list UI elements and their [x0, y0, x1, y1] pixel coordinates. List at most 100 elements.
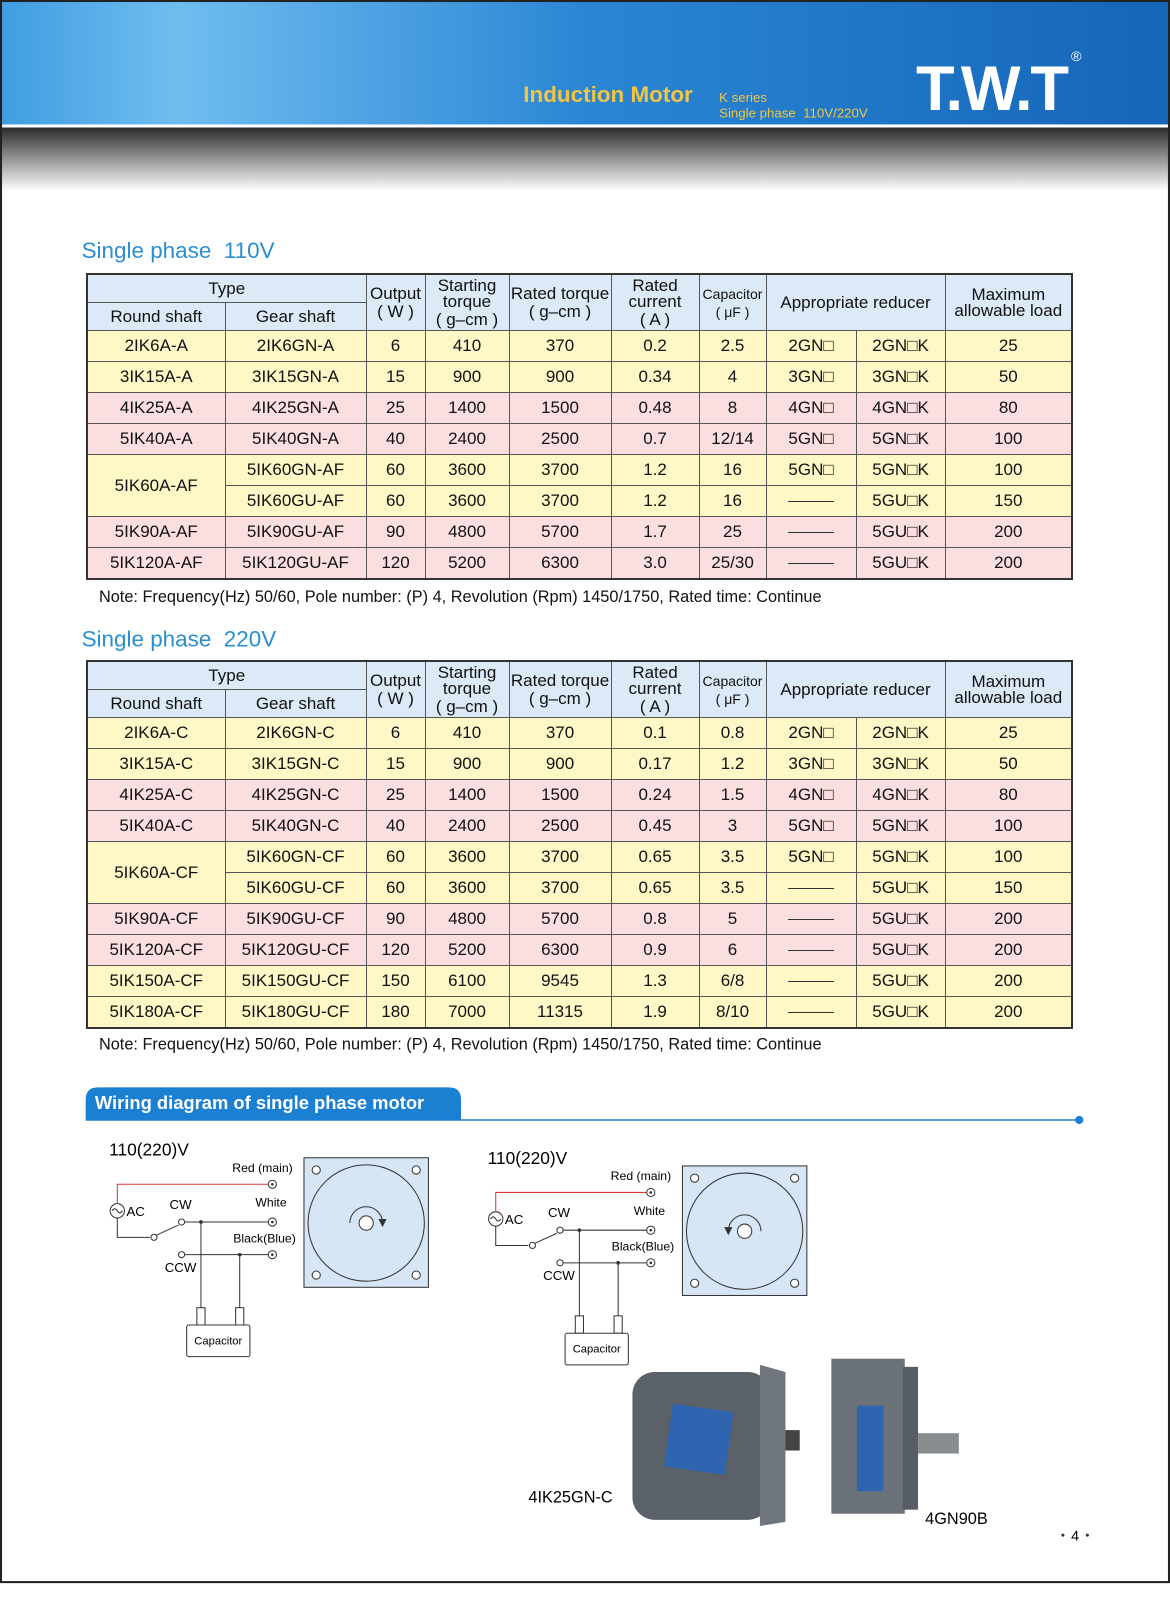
header-cell: Maximum allowable load — [944, 273, 1073, 331]
data-cell: 200 — [944, 516, 1073, 548]
diagram-label: Capacitor — [194, 1335, 242, 1347]
data-cell: 3GN□ — [765, 361, 857, 393]
dash — [788, 532, 835, 534]
data-cell: 5GU□K — [855, 547, 946, 580]
arrow-head — [378, 1218, 387, 1228]
junction — [199, 1220, 203, 1224]
data-cell: 15 — [365, 361, 426, 393]
section-title: Single phase 110V — [82, 238, 275, 263]
capacitor — [564, 1332, 629, 1366]
data-cell: 3700 — [508, 841, 612, 873]
header-cell: Rated current( A ) — [610, 660, 700, 718]
data-cell: 8/10 — [698, 996, 767, 1029]
data-row: 5IK60GU-AF 60 3600 3700 1.2 16 5GU□K 150 — [87, 485, 1073, 517]
rotation-arrow — [727, 1214, 762, 1232]
data-cell: 9545 — [508, 965, 612, 997]
data-cell: 3IK15GN-A — [224, 361, 367, 393]
data-cell: 200 — [944, 934, 1073, 966]
data-cell: 3IK15A-A — [86, 361, 226, 393]
data-cell: 100 — [944, 423, 1073, 455]
data-cell: 6300 — [508, 547, 612, 580]
data-cell: 5GU□K — [855, 965, 946, 997]
photo-label: 4IK25GN-C — [528, 1489, 613, 1507]
mount-hole — [411, 1270, 421, 1280]
header-row: Type Output( W ) Starting torque( g–cm ) Ra… — [86, 273, 1073, 331]
data-cell: 3.0 — [610, 547, 700, 580]
data-cell: 5IK150GU-CF — [224, 965, 367, 997]
data-cell: 200 — [944, 996, 1073, 1029]
data-cell: 3GN□ — [765, 748, 857, 780]
data-cell: 2400 — [424, 810, 510, 842]
data-cell: 12/14 — [698, 423, 767, 455]
logo: T.W.T — [916, 54, 1069, 124]
data-row: 4IK25A-C 4IK25GN-C 25 1400 1500 0.24 1.5 4GN□ 4G… — [86, 779, 1073, 811]
data-cell: 0.2 — [610, 330, 700, 362]
diagram-label: CCW — [165, 1260, 197, 1275]
data-cell: 2GN□ — [765, 330, 857, 362]
motor-shaft — [358, 1215, 374, 1231]
diagram-label: Red (main) — [232, 1161, 293, 1175]
data-cell: 15 — [365, 748, 426, 780]
data-row: 5IK40A-C 5IK40GN-C 40 2400 2500 0.45 3 5GN□ 5GN□… — [86, 810, 1073, 842]
data-cell: 5GU□K — [855, 872, 946, 904]
header-unit: ( g–cm ) — [435, 696, 499, 716]
mount-hole — [311, 1270, 321, 1280]
data-cell: 410 — [424, 330, 510, 362]
header-cell: Type — [86, 273, 367, 303]
header-unit: ( W ) — [377, 301, 414, 321]
data-cell — [765, 485, 857, 517]
data-cell — [765, 872, 857, 904]
data-cell: 16 — [698, 485, 767, 517]
data-cell: 4800 — [424, 903, 510, 935]
data-cell: 2GN□K — [855, 330, 946, 362]
header-shade — [0, 127, 1170, 191]
diagram-label: Red (main) — [611, 1169, 672, 1183]
header-series: K series — [719, 90, 767, 105]
data-row: 2IK6A-A 2IK6GN-A 6 410 370 0.2 2.5 2GN□ 2GN□K 25 — [86, 330, 1073, 362]
data-row: 3IK15A-C 3IK15GN-C 15 900 900 0.17 1.2 3GN□ 3GN□… — [86, 748, 1073, 780]
diagram-label: CW — [548, 1205, 571, 1220]
registered-mark: ® — [1071, 49, 1082, 65]
data-cell: 2500 — [508, 423, 612, 455]
data-cell: 5GN□ — [765, 841, 857, 873]
data-cell: 1.2 — [698, 748, 767, 780]
data-cell: 900 — [508, 748, 612, 780]
table-note: Note: Frequency(Hz) 50/60, Pole number: … — [99, 588, 822, 606]
data-cell: 1.9 — [610, 996, 700, 1029]
data-cell: 1400 — [424, 779, 510, 811]
mount-hole — [790, 1278, 800, 1288]
diagram-label: CCW — [543, 1268, 575, 1283]
data-cell: 5IK90A-CF — [86, 903, 226, 935]
data-cell: 25 — [944, 717, 1073, 749]
data-cell: 2GN□K — [855, 717, 946, 749]
contact — [177, 1218, 186, 1226]
diagram-label: 110(220)V — [109, 1140, 189, 1160]
data-cell: 16 — [698, 454, 767, 486]
data-cell: 0.8 — [610, 903, 700, 935]
data-cell: 5IK60GU-AF — [224, 485, 367, 517]
data-cell: 5IK120A-AF — [86, 547, 226, 580]
data-cell: 2IK6GN-C — [224, 717, 367, 749]
data-cell: 5GU□K — [855, 516, 946, 548]
data-cell: 60 — [365, 841, 426, 873]
data-cell: 5IK90A-AF — [86, 516, 226, 548]
data-row: 5IK180A-CF 5IK180GU-CF 180 7000 11315 1.9 8/10… — [86, 996, 1073, 1029]
header-cell: Output( W ) — [365, 660, 426, 718]
data-cell: 200 — [944, 965, 1073, 997]
contact — [177, 1251, 186, 1259]
data-cell: 5IK40A-A — [86, 423, 226, 455]
diagram-label: CW — [170, 1197, 193, 1212]
data-cell: 0.8 — [698, 717, 767, 749]
header-label: Output — [369, 670, 422, 690]
data-cell: 900 — [508, 361, 612, 393]
data-cell: 4GN□K — [855, 392, 946, 424]
data-cell: 25 — [698, 516, 767, 548]
wire — [495, 1191, 647, 1212]
header-cell: Output( W ) — [365, 273, 426, 331]
data-cell: 2IK6A-A — [86, 330, 226, 362]
data-row: 5IK150A-CF 5IK150GU-CF 150 6100 9545 1.3 6/8 5G… — [86, 965, 1073, 997]
terminal-dot — [649, 1228, 653, 1232]
header-unit: ( W ) — [377, 688, 414, 708]
data-cell: 5200 — [424, 547, 510, 580]
